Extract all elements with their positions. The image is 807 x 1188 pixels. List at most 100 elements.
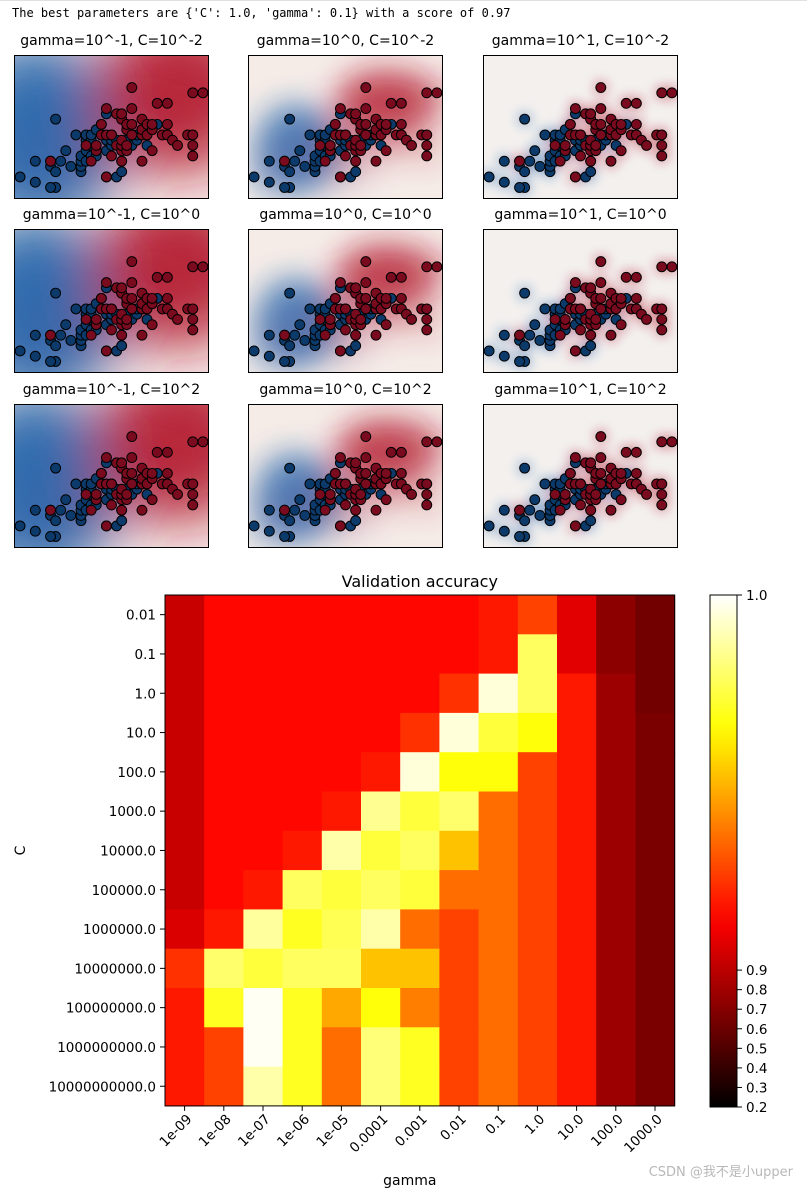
scatter-point-class-1 xyxy=(126,129,138,141)
scatter-point-class-1 xyxy=(187,478,199,490)
scatter-point-class-1 xyxy=(161,467,173,479)
heatmap-cell xyxy=(282,988,323,1028)
decision-function-panel xyxy=(248,229,443,373)
scatter-point-class-1 xyxy=(106,478,117,490)
scatter-point-class-1 xyxy=(360,256,372,267)
scatter-point-class-0 xyxy=(289,329,301,341)
scatter-point-class-0 xyxy=(279,531,290,542)
heatmap-cell xyxy=(635,988,676,1028)
scatter-point-class-1 xyxy=(172,313,183,325)
scatter-point-class-0 xyxy=(45,182,56,193)
heatmap-cell xyxy=(439,791,480,832)
scatter-point-class-1 xyxy=(569,103,581,115)
heatmap-cell xyxy=(361,830,401,871)
heatmap-cell xyxy=(243,595,284,635)
y-tick-label: 100000.0 xyxy=(92,883,156,899)
heatmap-cell xyxy=(204,673,244,714)
scatter-point-class-1 xyxy=(514,155,525,167)
scatter-point-class-1 xyxy=(319,155,331,167)
scatter-point-class-1 xyxy=(106,129,117,141)
heatmap-cell xyxy=(321,909,362,950)
scatter-point-class-1 xyxy=(126,103,138,115)
y-tick-label: 0.01 xyxy=(126,608,156,624)
scatter-point-class-1 xyxy=(100,171,112,183)
scatter-point-class-0 xyxy=(498,504,510,516)
heatmap-cell xyxy=(635,595,676,635)
heatmap-cell xyxy=(361,791,401,832)
scatter-point-class-0 xyxy=(534,335,546,346)
scatter-point-class-1 xyxy=(395,292,407,304)
scatter-point-class-1 xyxy=(360,478,372,490)
scatter-point-class-1 xyxy=(559,313,571,325)
scatter-point-class-1 xyxy=(279,329,290,341)
y-tick-label: 10.0 xyxy=(126,726,156,742)
scatter-point-class-0 xyxy=(284,287,296,299)
heatmap-cell xyxy=(517,791,558,832)
scatter-point-class-1 xyxy=(85,155,97,167)
scatter-point-class-0 xyxy=(514,356,525,367)
scatter-point-class-1 xyxy=(187,139,199,151)
scatter-point-class-1 xyxy=(554,504,566,516)
heatmap-cell xyxy=(517,830,558,871)
scatter-point-class-1 xyxy=(334,452,346,464)
scatter-point-class-1 xyxy=(575,499,586,511)
scatter-point-class-1 xyxy=(126,277,138,289)
scatter-point-class-0 xyxy=(29,329,41,341)
output-text: The best parameters are {'C': 1.0, 'gamm… xyxy=(12,6,511,20)
scatter-point-class-1 xyxy=(554,329,566,341)
heatmap-cell xyxy=(596,634,636,675)
heatmap-cell xyxy=(165,712,205,753)
scatter-point-class-0 xyxy=(299,335,311,346)
scatter-point-class-1 xyxy=(605,504,617,516)
heatmap-cell xyxy=(478,1027,519,1068)
scatter-point-class-1 xyxy=(172,488,183,500)
scatter-point-class-0 xyxy=(65,335,77,346)
heatmap-cell xyxy=(439,1027,480,1068)
panel-title: gamma=10^-1, C=10^2 xyxy=(22,382,201,398)
heatmap-cell xyxy=(439,673,480,714)
scatter-point-class-1 xyxy=(569,345,581,357)
scatter-point-class-1 xyxy=(421,139,433,151)
heatmap-cell xyxy=(439,1066,480,1107)
scatter-point-class-0 xyxy=(498,176,510,188)
scatter-point-class-0 xyxy=(498,155,510,167)
y-tick-label: 1000.0 xyxy=(109,804,156,820)
y-axis-label: C xyxy=(13,845,29,855)
decision-function-panel xyxy=(248,55,443,199)
scatter-point-class-1 xyxy=(146,494,158,506)
scatter-point-class-1 xyxy=(380,118,392,130)
scatter-point-class-1 xyxy=(45,504,56,516)
scatter-point-class-0 xyxy=(289,155,301,167)
scatter-point-class-1 xyxy=(421,87,433,99)
scatter-point-class-1 xyxy=(161,271,173,283)
heatmap-cell xyxy=(400,1066,440,1107)
panel-title: gamma=10^-1, C=10^0 xyxy=(22,207,201,223)
scatter-point-class-1 xyxy=(615,494,627,506)
scatter-point-class-1 xyxy=(314,139,326,151)
scatter-point-class-1 xyxy=(334,171,346,183)
scatter-point-class-1 xyxy=(630,446,642,458)
scatter-point-class-1 xyxy=(641,313,652,325)
scatter-point-class-0 xyxy=(263,504,275,516)
scatter-point-class-1 xyxy=(554,155,566,167)
scatter-point-class-1 xyxy=(630,467,642,479)
scatter-point-class-1 xyxy=(319,504,331,516)
scatter-point-class-1 xyxy=(620,97,632,109)
scatter-point-class-1 xyxy=(630,271,642,283)
scatter-point-class-1 xyxy=(151,97,163,109)
scatter-point-class-0 xyxy=(50,166,62,178)
heatmap-cell xyxy=(243,712,284,753)
scatter-point-class-0 xyxy=(524,504,536,516)
y-tick-label: 1000000.0 xyxy=(83,922,156,938)
heatmap-cell xyxy=(321,752,362,793)
scatter-point-class-1 xyxy=(656,129,668,141)
scatter-point-class-0 xyxy=(484,171,495,183)
heatmap-cell xyxy=(243,791,284,832)
x-tick-label: 1e-06 xyxy=(274,1111,313,1150)
scatter-point-class-1 xyxy=(569,277,581,289)
scatter-point-class-1 xyxy=(585,282,597,294)
scatter-point-class-1 xyxy=(126,256,138,267)
heatmap-cell xyxy=(517,712,558,753)
scatter-point-class-0 xyxy=(284,515,296,527)
heatmap-cell xyxy=(243,1066,284,1107)
